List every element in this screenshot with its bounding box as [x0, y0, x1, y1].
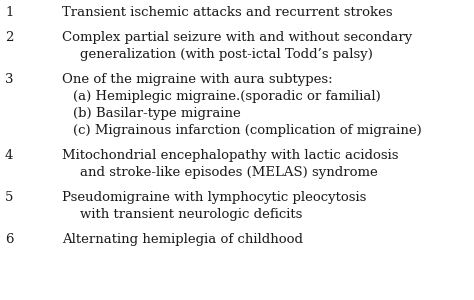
Text: (b) Basilar-type migraine: (b) Basilar-type migraine — [73, 107, 241, 120]
Text: Complex partial seizure with and without secondary: Complex partial seizure with and without… — [62, 31, 412, 44]
Text: One of the migraine with aura subtypes:: One of the migraine with aura subtypes: — [62, 73, 333, 86]
Text: and stroke-like episodes (MELAS) syndrome: and stroke-like episodes (MELAS) syndrom… — [80, 166, 378, 179]
Text: 4: 4 — [5, 149, 13, 162]
Text: with transient neurologic deficits: with transient neurologic deficits — [80, 208, 302, 221]
Text: (c) Migrainous infarction (complication of migraine): (c) Migrainous infarction (complication … — [73, 124, 422, 137]
Text: Mitochondrial encephalopathy with lactic acidosis: Mitochondrial encephalopathy with lactic… — [62, 149, 399, 162]
Text: 5: 5 — [5, 191, 13, 204]
Text: 6: 6 — [5, 233, 13, 246]
Text: 2: 2 — [5, 31, 13, 44]
Text: Pseudomigraine with lymphocytic pleocytosis: Pseudomigraine with lymphocytic pleocyto… — [62, 191, 366, 204]
Text: (a) Hemiplegic migraine.(sporadic or familial): (a) Hemiplegic migraine.(sporadic or fam… — [73, 90, 381, 103]
Text: 1: 1 — [5, 6, 13, 19]
Text: 3: 3 — [5, 73, 13, 86]
Text: Transient ischemic attacks and recurrent strokes: Transient ischemic attacks and recurrent… — [62, 6, 392, 19]
Text: generalization (with post-ictal Todd’s palsy): generalization (with post-ictal Todd’s p… — [80, 48, 373, 61]
Text: Alternating hemiplegia of childhood: Alternating hemiplegia of childhood — [62, 233, 303, 246]
